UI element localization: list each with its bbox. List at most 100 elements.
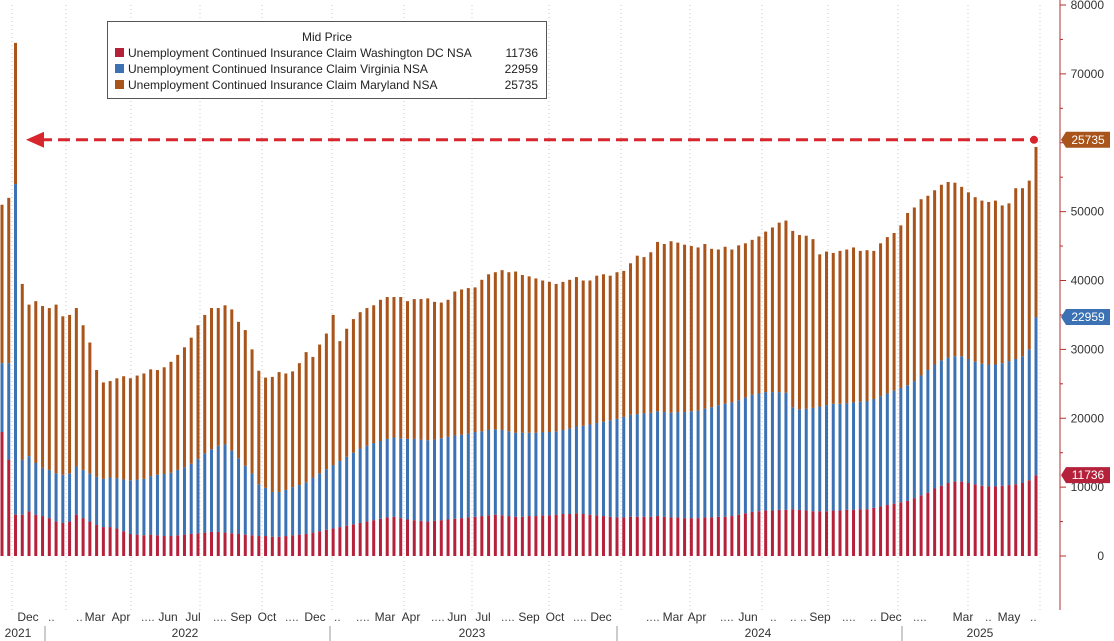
bar-segment-dc: [946, 482, 950, 556]
bar-segment-va: [615, 418, 619, 518]
bar-segment-va: [784, 392, 788, 510]
bar-segment-dc: [142, 535, 146, 556]
legend: Mid Price Unemployment Continued Insuran…: [107, 21, 547, 99]
bar-segment-md: [770, 227, 774, 393]
bar-segment-va: [980, 363, 984, 486]
bar-segment-dc: [1000, 485, 1004, 556]
bar-segment-dc: [791, 509, 795, 556]
bar-segment-md: [804, 235, 808, 409]
reference-end-dot: [1030, 135, 1038, 144]
bar-segment-va: [993, 364, 997, 487]
bar-segment-va: [304, 482, 308, 534]
x-dots: ..: [985, 610, 992, 624]
arrow-head: [26, 131, 44, 148]
bars: [0, 42, 1038, 556]
bar-segment-dc: [831, 510, 835, 556]
x-dots: ..: [356, 610, 363, 624]
x-dots: ..: [285, 610, 292, 624]
bar-segment-va: [581, 425, 585, 514]
value-label-text: 25735: [1071, 133, 1105, 147]
bar-segment-dc: [47, 518, 51, 556]
x-dots: ..: [438, 610, 445, 624]
bar-segment-md: [507, 272, 511, 432]
bar-segment-dc: [554, 514, 558, 556]
y-tick-label: 10000: [1071, 480, 1105, 494]
legend-value-va: 22959: [504, 62, 538, 76]
x-dots: ..: [1030, 610, 1037, 624]
bar-segment-dc: [872, 507, 876, 556]
bar-segment-md: [439, 302, 443, 439]
bar-segment-va: [176, 469, 180, 536]
bar-segment-dc: [34, 514, 38, 556]
bar-segment-md: [230, 309, 234, 451]
bar-segment-va: [446, 436, 450, 520]
x-month-label: Jun: [447, 610, 466, 624]
bar-segment-dc: [108, 527, 112, 556]
bar-segment-va: [284, 489, 288, 537]
bar-segment-md: [1014, 188, 1018, 360]
bar-segment-md: [61, 316, 65, 475]
bar-segment-dc: [372, 520, 376, 556]
bar-segment-dc: [466, 517, 470, 556]
bar-segment-dc: [7, 459, 11, 556]
bar-segment-va: [358, 448, 362, 523]
bar-segment-dc: [838, 510, 842, 556]
bar-segment-dc: [453, 518, 457, 556]
bar-segment-dc: [615, 517, 619, 556]
legend-item-washington-dc: Unemployment Continued Insurance Claim W…: [108, 45, 546, 61]
bar-segment-va: [737, 400, 741, 515]
x-axis: Dec Mar Apr Jun Jul Sep Oct Dec Mar Apr Jun Jul Sep O…: [5, 610, 1037, 641]
bar-segment-md: [149, 369, 153, 477]
bar-segment-dc: [115, 528, 119, 556]
bar-segment-va: [324, 469, 328, 530]
bar-segment-dc: [122, 531, 126, 556]
x-dots: ..: [720, 610, 727, 624]
bar-segment-dc: [899, 502, 903, 556]
bar-segment-dc: [182, 534, 186, 556]
x-month-label: Dec: [880, 610, 901, 624]
bar-segment-md: [838, 250, 842, 404]
bar-segment-dc: [845, 509, 849, 556]
bar-segment-dc: [419, 520, 423, 556]
x-dots: ..: [646, 610, 653, 624]
bar-segment-dc: [399, 518, 403, 556]
bar-segment-md: [926, 195, 930, 371]
bar-segment-dc: [405, 519, 409, 556]
reference-line: [26, 131, 1038, 148]
bar-segment-va: [561, 429, 565, 514]
bar-segment-va: [987, 364, 991, 487]
x-dots: ..: [141, 610, 148, 624]
bar-segment-md: [54, 304, 58, 474]
x-dots: ..: [770, 610, 777, 624]
bar-segment-dc: [392, 516, 396, 556]
bar-segment-md: [885, 237, 889, 394]
bar-segment-va: [514, 432, 518, 517]
bar-segment-md: [980, 200, 984, 364]
bar-segment-md: [764, 231, 768, 393]
bar-segment-dc: [460, 518, 464, 556]
bar-segment-md: [858, 250, 862, 402]
bar-segment-va: [345, 456, 349, 526]
bar-segment-va: [710, 407, 714, 518]
bar-segment-va: [385, 438, 389, 518]
bar-segment-dc: [1020, 482, 1024, 556]
bar-segment-dc: [237, 533, 241, 556]
x-dots: ..: [508, 610, 515, 624]
bar-segment-va: [250, 473, 254, 536]
bar-segment-dc: [797, 509, 801, 556]
bar-segment-va: [541, 432, 545, 516]
bar-segment-md: [7, 197, 11, 364]
x-year-label: 2025: [967, 626, 994, 640]
legend-swatch-md: [115, 80, 124, 89]
x-month-label: Jul: [185, 610, 200, 624]
bar-segment-md: [453, 291, 457, 436]
bar-segment-dc: [662, 516, 666, 556]
x-month-label: Sep: [809, 610, 831, 624]
bar-segment-dc: [473, 516, 477, 556]
bar-segment-va: [392, 437, 396, 517]
bar-segment-md: [879, 243, 883, 397]
legend-label-md: Unemployment Continued Insurance Claim M…: [128, 78, 438, 92]
bar-segment-va: [804, 408, 808, 511]
bar-segment-md: [122, 376, 126, 480]
bar-segment-md: [662, 244, 666, 413]
